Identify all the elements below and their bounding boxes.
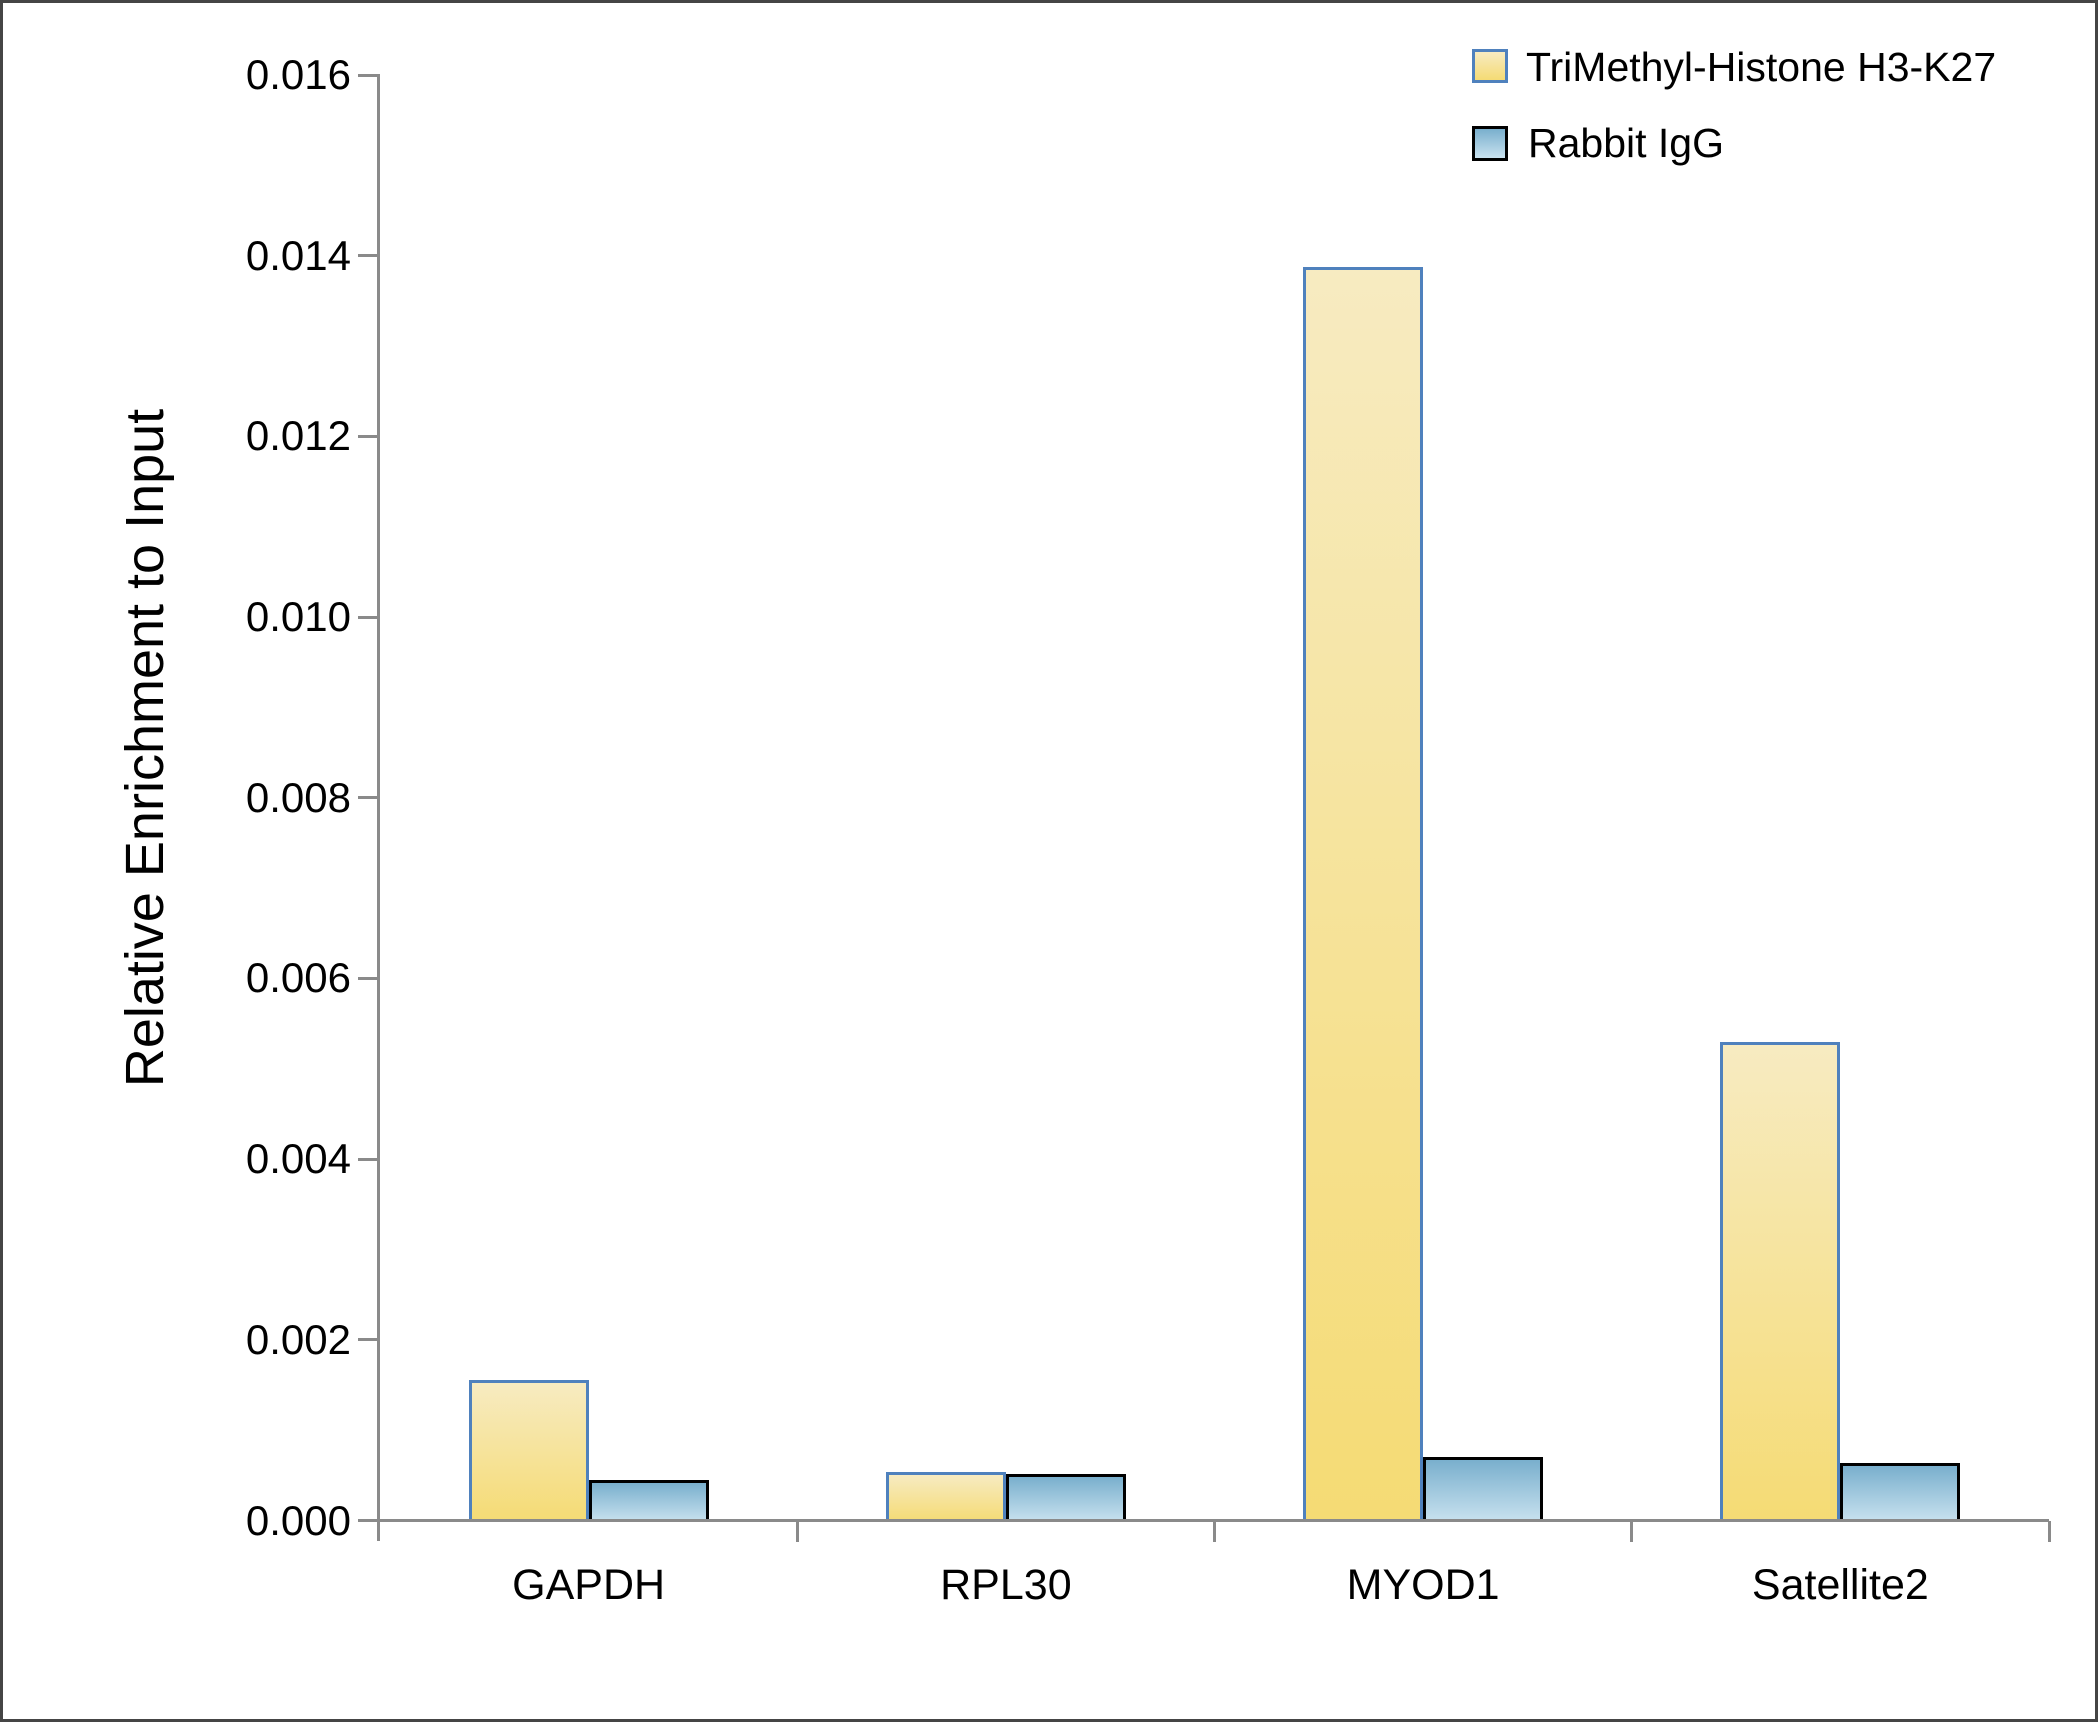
y-tick-label: 0.012 — [245, 412, 351, 460]
y-tick — [358, 1519, 380, 1522]
bar-satellite2-rabbit-igg — [1840, 1462, 1961, 1523]
y-tick-label: 0.016 — [245, 51, 351, 98]
bar-myod1-rabbit-igg — [1423, 1457, 1544, 1523]
legend-label-rabbit-igg: Rabbit IgG — [1528, 120, 1724, 166]
x-tick — [1213, 1521, 1216, 1542]
bars-layer — [3, 3, 2095, 1719]
bar-rpl30-rabbit-igg — [1005, 1473, 1126, 1523]
x-tick — [795, 1521, 799, 1542]
y-tick — [358, 976, 380, 980]
y-axis-line — [377, 75, 380, 1541]
y-tick — [358, 1338, 380, 1342]
y-tick — [358, 434, 380, 438]
y-tick-label: 0.000 — [245, 1496, 351, 1544]
y-tick-label: 0.002 — [245, 1315, 351, 1363]
y-tick — [358, 254, 380, 258]
y-tick — [358, 615, 380, 619]
legend-swatch-rabbit-igg-icon — [1472, 126, 1508, 161]
y-tick — [358, 1157, 380, 1161]
x-axis-label-myod1: MYOD1 — [1346, 1561, 1500, 1609]
legend-swatch-trimethyl-histone-icon — [1472, 49, 1508, 83]
y-tick-label: 0.004 — [245, 1135, 351, 1183]
ticks-layer: 0.000 0.002 0.004 0.006 0.008 0.010 0.012 0.014… — [3, 3, 2095, 1719]
y-tick-label: 0.008 — [245, 773, 351, 821]
x-axis-label-satellite2: Satellite2 — [1751, 1561, 1929, 1609]
y-tick-label: 0.010 — [245, 593, 351, 641]
x-axis-label-rpl30: RPL30 — [940, 1561, 1072, 1609]
y-tick-label: 0.014 — [245, 231, 351, 279]
x-tick — [1630, 1521, 1634, 1542]
x-axis-line — [380, 1519, 2049, 1522]
y-tick-label: 0.006 — [245, 954, 351, 1002]
bar-gapdh-trimethyl-histone — [468, 1379, 589, 1523]
bar-gapdh-rabbit-igg — [588, 1479, 709, 1523]
y-tick — [358, 73, 380, 77]
x-axis-label-gapdh: GAPDH — [512, 1561, 666, 1609]
legend-label-trimethyl-histone: TriMethyl-Histone H3-K27 — [1526, 44, 1997, 90]
bar-satellite2-trimethyl-histone — [1720, 1041, 1841, 1523]
y-tick — [358, 796, 380, 800]
bar-myod1-trimethyl-histone — [1303, 266, 1424, 1523]
x-tick — [2047, 1521, 2051, 1542]
bar-rpl30-trimethyl-histone — [885, 1471, 1006, 1523]
